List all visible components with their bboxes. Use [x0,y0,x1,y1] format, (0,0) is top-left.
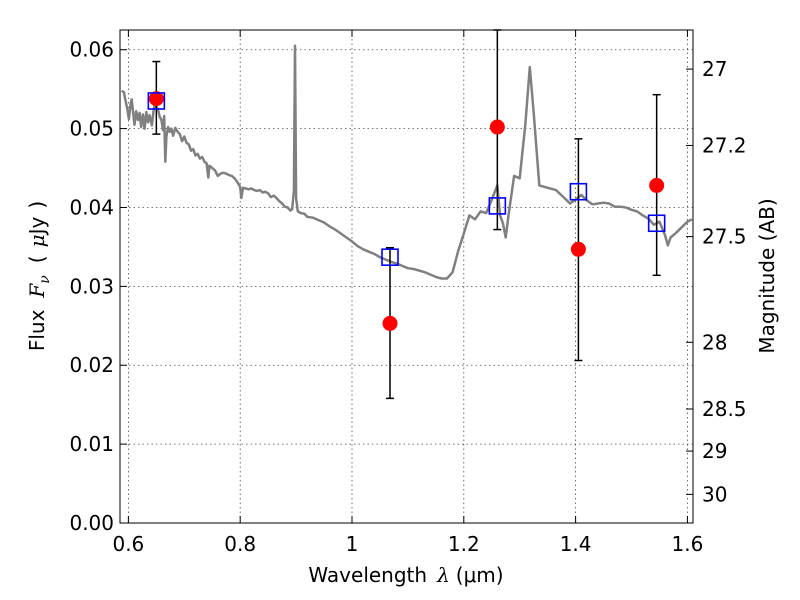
y-axis-label: Flux Fν ( μJy) [25,201,53,351]
right-tick-label: 29 [702,439,727,463]
square-layer [147,92,666,266]
point-layer [148,91,665,331]
right-tick-label: 30 [702,482,727,506]
x-axis-ticks: 0.6 0.8 1 1.2 1.4 1.6 [112,30,703,556]
y-axis-label-text: Flux [25,309,49,351]
right-axis-ticks: 27 27.2 27.5 28 28.5 29 30 [686,57,747,506]
observed-point [570,241,586,257]
y-axis-label-unit-rest: Jy [25,216,49,236]
y-axis-label-unit-close: ) [25,201,49,209]
y-tick-label: 0.06 [69,38,114,62]
x-tick-label: 0.8 [224,532,256,556]
y-tick-label: 0.01 [69,432,114,456]
grid-lines [120,30,693,523]
right-tick-label: 27.5 [702,225,747,249]
observed-point [649,177,665,193]
y-tick-label: 0.02 [69,353,114,377]
right-tick-label: 28 [702,330,727,354]
spectrum-layer [120,44,693,280]
y-tick-label: 0.03 [69,274,114,298]
right-tick-label: 27 [702,57,727,81]
x-axis-label-symbol: λ [436,563,450,587]
x-tick-label: 0.6 [112,532,144,556]
y-axis-label-unit-open: ( [25,255,49,263]
right-tick-label: 28.5 [702,397,747,421]
observed-point [489,119,505,135]
observed-point [382,315,398,331]
plot-frame [119,29,694,524]
x-axis-label: Wavelength λ (μm) [308,563,503,587]
y-tick-label: 0.04 [69,195,114,219]
model-photometry-square [488,197,507,215]
x-tick-label: 1.6 [672,532,704,556]
model-photometry-square [647,214,666,233]
y-axis-ticks: 0.00 0.01 0.02 0.03 0.04 0.05 0.06 [69,38,127,535]
model-photometry-square [569,182,588,201]
x-tick-label: 1.4 [560,532,592,556]
y-tick-label: 0.00 [69,511,114,535]
x-axis-label-text: Wavelength [308,563,427,587]
right-tick-label: 27.2 [702,133,747,157]
observed-point [148,91,164,107]
x-tick-label: 1.2 [448,532,480,556]
y-tick-label: 0.05 [69,117,114,141]
x-tick-label: 1 [346,532,359,556]
y-axis-label-unit-mu: μ [25,234,49,247]
spectrum-line [120,44,693,280]
x-axis-label-unit: (μm) [456,563,504,587]
y-axis-label-subscript: ν [37,275,53,284]
plot-area [120,29,693,400]
model-photometry-square [147,92,166,110]
right-axis-label: Magnitude (AB) [755,198,779,353]
model-photometry-square [381,248,399,266]
errorbar-layer [152,29,661,400]
y-axis-label-symbol: F [25,283,49,299]
